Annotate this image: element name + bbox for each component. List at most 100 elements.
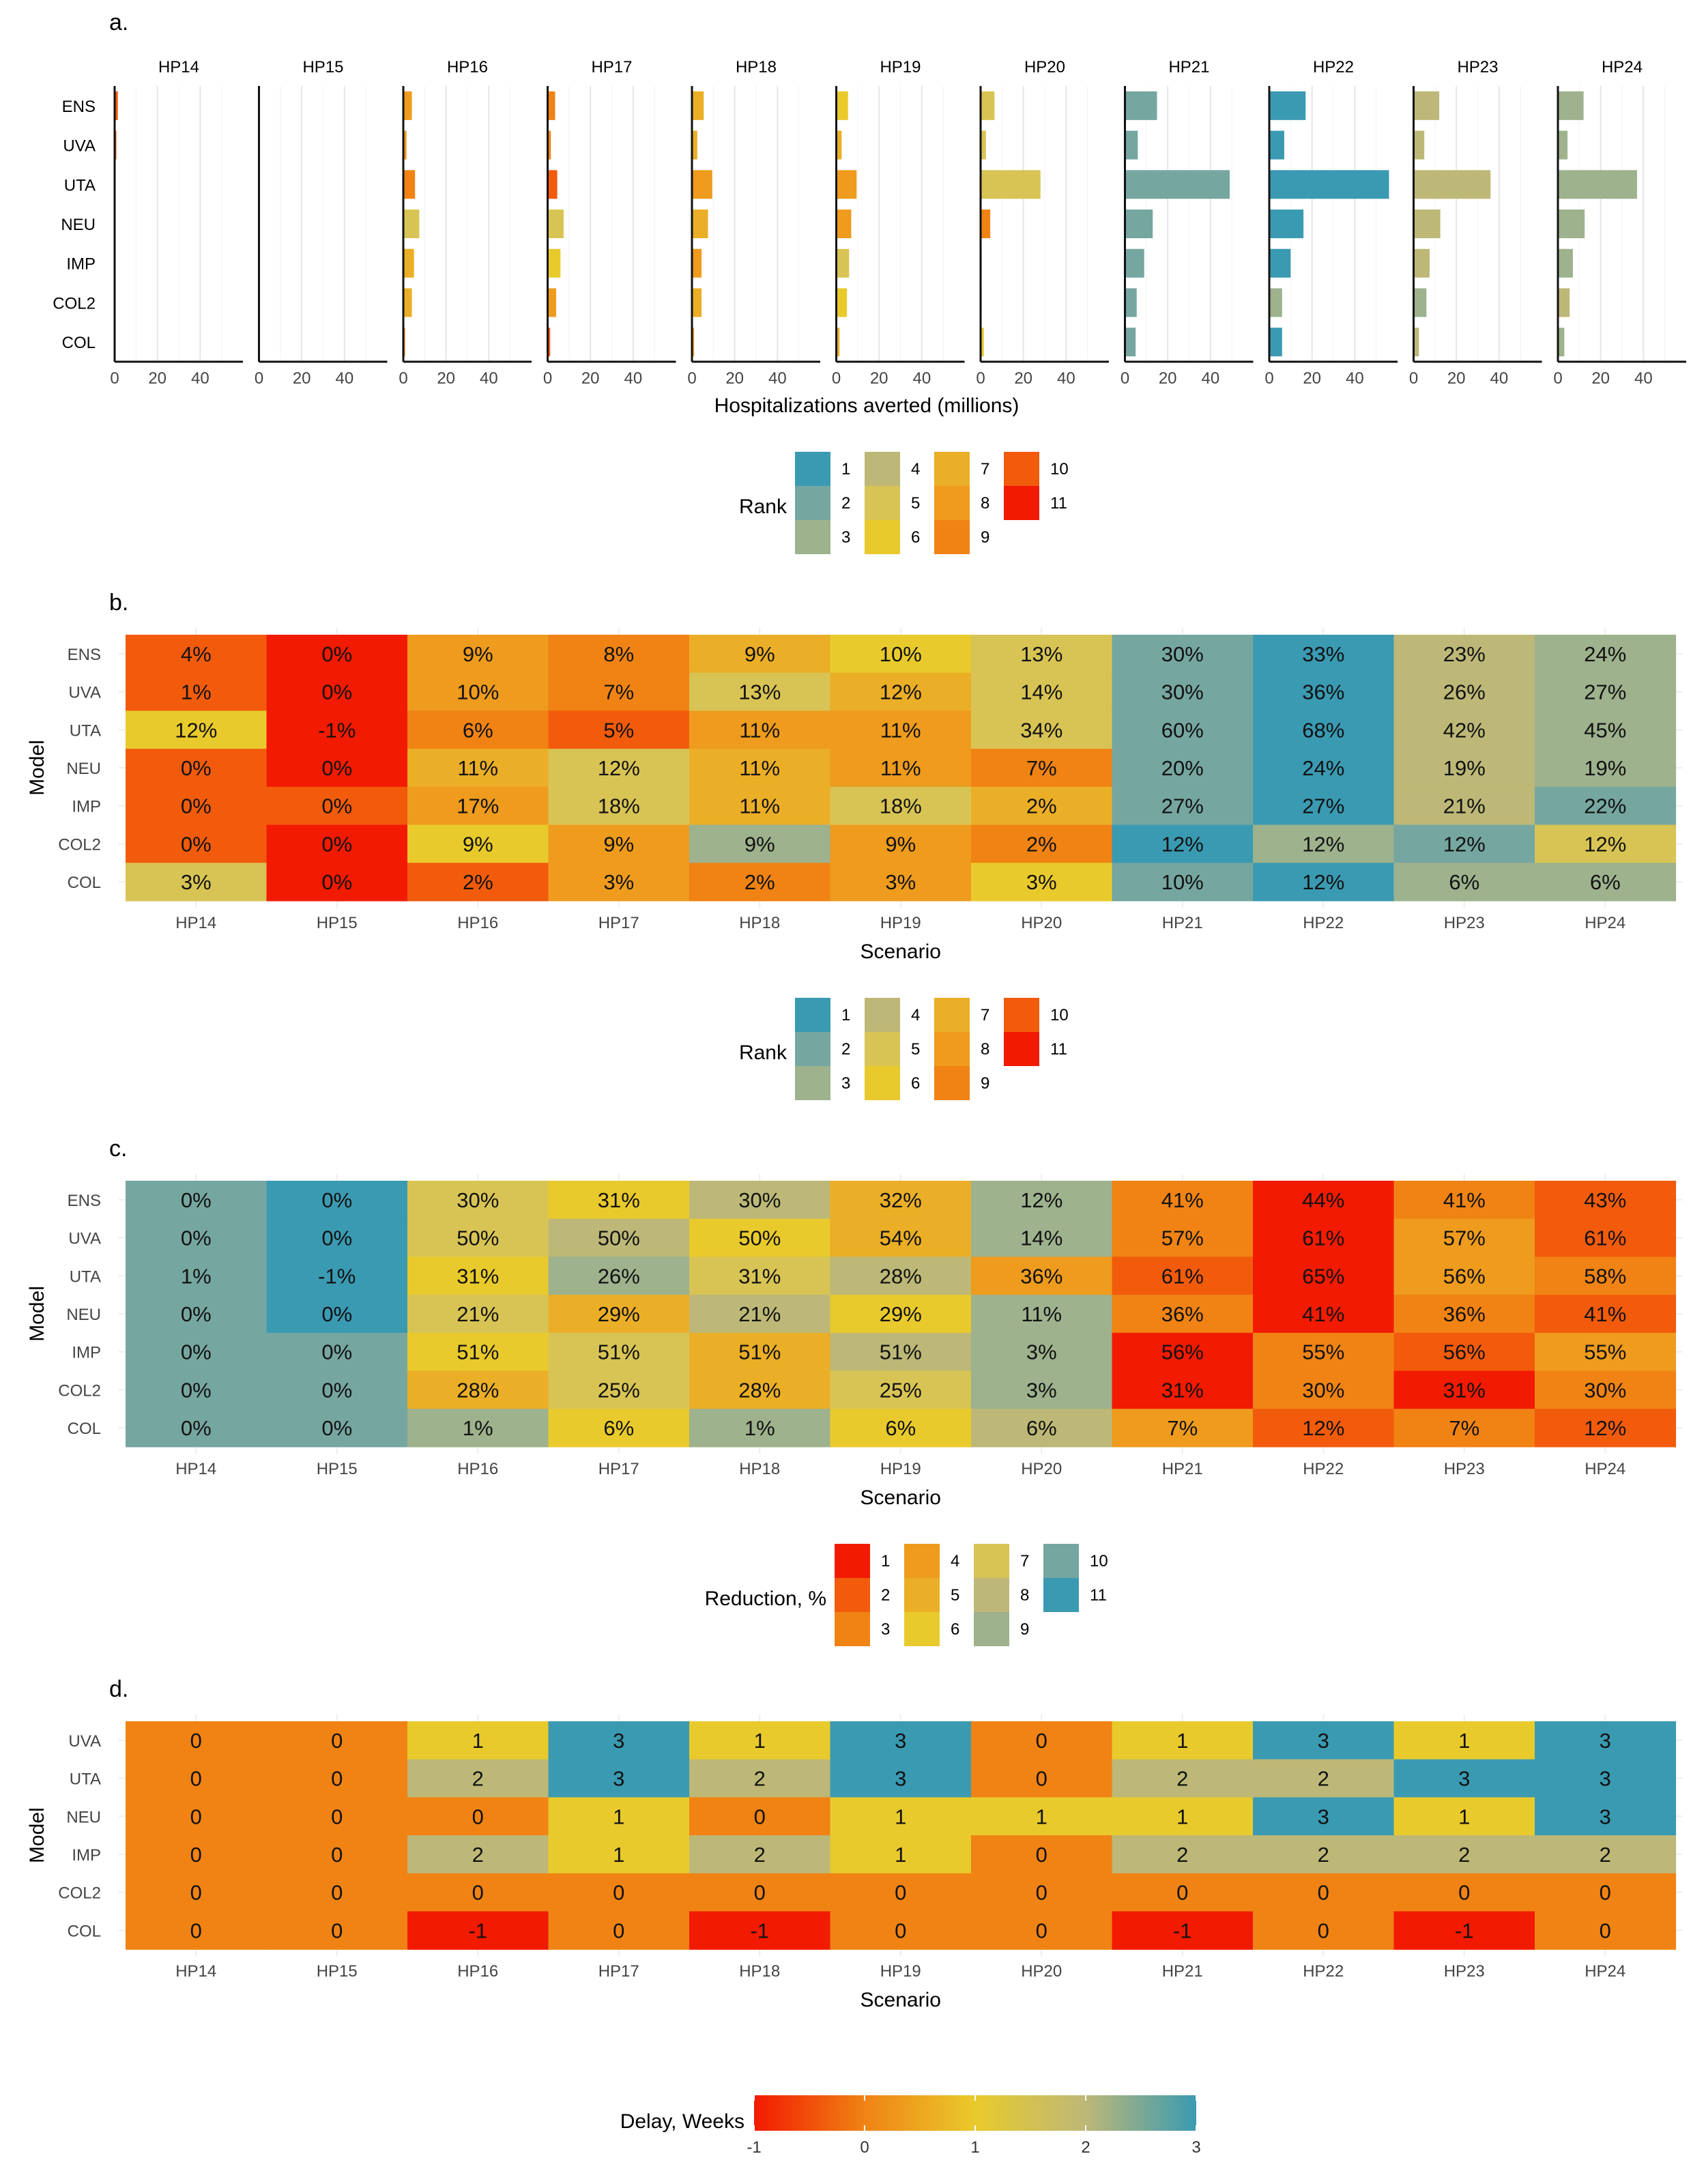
facet-title: HP17: [591, 58, 632, 76]
cell-label: 27%: [1584, 680, 1626, 704]
heatmap-cell: [830, 1295, 972, 1334]
bar: [981, 170, 1041, 199]
facet-title: HP14: [158, 58, 199, 76]
heatmap-cell: [126, 786, 268, 826]
cell-label: 33%: [1302, 642, 1344, 666]
bar: [836, 328, 840, 357]
cell-label: 36%: [1443, 1302, 1486, 1326]
cell-label: 56%: [1161, 1340, 1204, 1364]
cell-label: 57%: [1161, 1226, 1204, 1250]
heatmap-cell: [1393, 1332, 1535, 1372]
y-tick-label: IMP: [66, 255, 96, 274]
heatmap-cell: [407, 1759, 549, 1798]
legend-label: 9: [1020, 1620, 1029, 1639]
heatmap-cell: [1253, 1256, 1395, 1295]
cell-label: 0: [613, 1919, 624, 1942]
heatmap-cell: [971, 1759, 1113, 1798]
cell-label: -1: [468, 1919, 487, 1942]
legend-label: 1: [881, 1552, 890, 1570]
heatmap-cell: [1393, 710, 1535, 749]
heatmap-cell: [407, 1256, 549, 1295]
cell-label: 3%: [1026, 870, 1057, 894]
x-tick-label: HP15: [317, 1460, 358, 1478]
heatmap-cell: [126, 1721, 268, 1760]
heatmap-cell: [1253, 824, 1395, 863]
cell-label: 2: [754, 1767, 766, 1791]
legend-label: 4: [911, 1006, 920, 1024]
bar: [1269, 91, 1306, 120]
y-tick-label: UTA: [70, 721, 101, 740]
x-tick-label: HP20: [1021, 1460, 1062, 1478]
cell-label: 3%: [885, 870, 916, 894]
bar: [836, 210, 852, 238]
cell-label: 2: [472, 1767, 484, 1791]
heatmap-cell: [689, 1797, 831, 1836]
bar: [403, 130, 407, 160]
cell-label: 0%: [181, 832, 212, 856]
cell-label: 3: [895, 1729, 906, 1753]
cell-label: 51%: [598, 1340, 640, 1364]
heatmap-cell: [1112, 749, 1254, 788]
legend-swatch: [1004, 452, 1039, 486]
bar: [403, 248, 414, 278]
cell-label: 41%: [1302, 1302, 1344, 1326]
heatmap-cell: [1535, 749, 1677, 788]
heatmap-cell: [266, 710, 408, 749]
cell-label: 0: [1036, 1843, 1047, 1867]
heatmap-cell: [548, 1409, 690, 1448]
legend-swatch: [1004, 1032, 1039, 1066]
y-tick-label: COL2: [58, 835, 101, 854]
heatmap-cell: [1535, 1218, 1677, 1257]
heatmap-cell: [1535, 863, 1677, 902]
cell-label: 45%: [1584, 718, 1626, 742]
x-tick-label: HP23: [1444, 1460, 1485, 1478]
cell-label: 25%: [880, 1378, 922, 1402]
cell-label: 14%: [1020, 1226, 1062, 1250]
x-tick-label: HP22: [1303, 1460, 1344, 1478]
heatmap-cell: [126, 1332, 268, 1372]
legend-tick-label: 2: [1081, 2138, 1090, 2157]
heatmap-cell: [407, 863, 549, 902]
legend-swatch: [974, 1612, 1009, 1646]
heatmap-cell: [266, 1873, 408, 1912]
cell-label: 50%: [457, 1226, 499, 1250]
cell-label: 24%: [1302, 756, 1344, 780]
bar: [981, 328, 984, 357]
heatmap-cell: [1112, 1759, 1254, 1798]
cell-label: 0: [1036, 1919, 1047, 1942]
heatmap-cell: [548, 1181, 690, 1220]
heatmap-cell: [971, 672, 1113, 711]
cell-label: 6%: [463, 718, 493, 742]
heatmap-cell: [407, 672, 549, 711]
legend-label: 9: [981, 528, 989, 547]
cell-label: 3: [1600, 1805, 1611, 1828]
heatmap-cell: [1535, 1332, 1677, 1372]
heatmap-cell: [266, 1370, 408, 1409]
heatmap-cell: [830, 1873, 972, 1912]
y-tick-label: COL: [62, 334, 96, 352]
bar: [1558, 91, 1584, 120]
heatmap-cell: [1535, 1873, 1677, 1912]
heatmap-cell: [1535, 710, 1677, 749]
heatmap-cell: [1112, 1797, 1254, 1836]
cell-label: 30%: [457, 1188, 499, 1212]
heatmap-cell: [407, 1295, 549, 1334]
facet-hp16: HP16 0 20 40: [399, 58, 532, 388]
cell-label: -1%: [318, 1264, 356, 1288]
cell-label: 12%: [598, 756, 640, 780]
legend-label: 3: [841, 528, 850, 547]
heatmap-cell: [266, 1295, 408, 1334]
x-tick-label: 40: [1201, 369, 1219, 388]
cell-label: 0%: [181, 1378, 212, 1402]
x-tick-label: 40: [480, 369, 498, 388]
y-tick-label: UVA: [68, 1230, 101, 1248]
heatmap-cell: [407, 1911, 549, 1950]
heatmap-cell: [1253, 749, 1395, 788]
panel-label-d: d.: [109, 1676, 128, 1702]
x-tick-label: HP17: [598, 1460, 639, 1478]
bar: [547, 210, 564, 238]
heatmap-cell: [126, 1759, 268, 1798]
cell-label: 18%: [880, 794, 922, 818]
cell-label: 3: [1318, 1805, 1329, 1828]
bar: [1125, 130, 1138, 160]
